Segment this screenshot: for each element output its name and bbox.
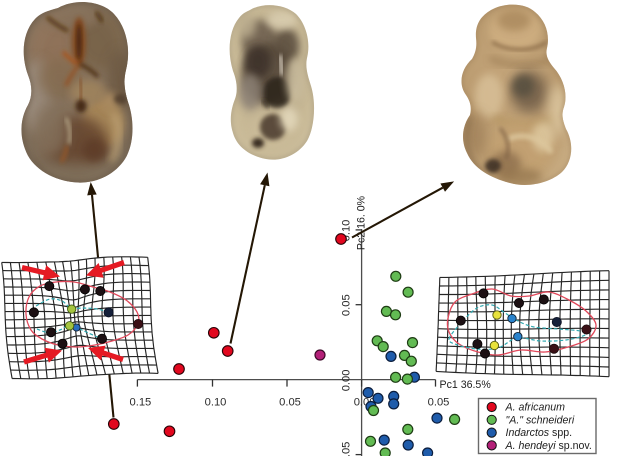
svg-text:Indarctos spp.: Indarctos spp. <box>506 427 573 439</box>
svg-text:0.15: 0.15 <box>130 397 152 409</box>
svg-text:0.05: 0.05 <box>428 397 450 409</box>
svg-text:0.10: 0.10 <box>205 397 227 409</box>
svg-text:"A." schneideri: "A." schneideri <box>506 414 575 426</box>
svg-text:0.00: 0.00 <box>341 370 353 392</box>
svg-text:0.05: 0.05 <box>279 397 301 409</box>
svg-text:Pc2 16. 0%: Pc2 16. 0% <box>356 195 368 250</box>
svg-text:0.05: 0.05 <box>341 442 353 456</box>
svg-text:0.05: 0.05 <box>341 294 353 316</box>
svg-text:A. hendeyi sp.nov.: A. hendeyi sp.nov. <box>505 440 592 452</box>
svg-text:A. africanum: A. africanum <box>505 402 566 414</box>
svg-text:Pc1 36.5%: Pc1 36.5% <box>440 379 492 391</box>
